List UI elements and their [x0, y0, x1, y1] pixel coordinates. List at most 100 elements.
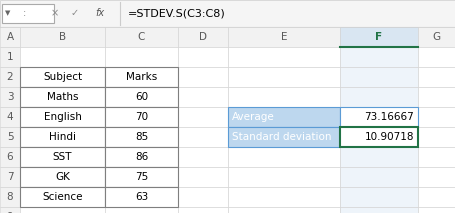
Text: Maths: Maths [47, 92, 78, 102]
Bar [105, 47, 178, 67]
Bar [340, 127, 418, 147]
Bar [105, 127, 178, 147]
Bar [228, 107, 340, 127]
Bar [178, 27, 228, 47]
Text: 5: 5 [7, 132, 13, 142]
Text: B: B [59, 32, 66, 42]
Text: 60: 60 [135, 92, 148, 102]
Bar [20, 187, 105, 207]
Bar [0, 67, 20, 87]
Bar [20, 127, 105, 147]
Text: Average: Average [232, 112, 275, 122]
Bar [0, 127, 20, 147]
Bar [105, 27, 178, 47]
Bar [105, 107, 178, 127]
Bar [105, 187, 178, 207]
Bar [228, 67, 340, 87]
Text: =STDEV.S(C3:C8): =STDEV.S(C3:C8) [128, 8, 226, 18]
Text: 85: 85 [135, 132, 148, 142]
Bar [228, 187, 340, 207]
Bar [418, 207, 455, 213]
Bar [0, 167, 20, 187]
Text: :: : [23, 8, 27, 18]
Text: A: A [6, 32, 14, 42]
Text: Subject: Subject [43, 72, 82, 82]
Bar [228, 47, 340, 67]
Text: 7: 7 [7, 172, 13, 182]
Bar [0, 147, 20, 167]
Bar [228, 147, 340, 167]
Bar [418, 187, 455, 207]
Text: F: F [375, 32, 383, 42]
Bar [105, 207, 178, 213]
Bar [105, 167, 178, 187]
Bar [20, 207, 105, 213]
Text: 86: 86 [135, 152, 148, 162]
Bar [20, 107, 105, 127]
Text: 73.16667: 73.16667 [364, 112, 414, 122]
Bar [105, 107, 178, 127]
Text: Marks: Marks [126, 72, 157, 82]
Bar [340, 127, 418, 147]
Bar [340, 107, 418, 127]
Text: ×: × [51, 8, 59, 18]
Bar [20, 107, 105, 127]
Text: ▼: ▼ [5, 10, 10, 16]
Bar [340, 167, 418, 187]
Bar [340, 47, 418, 67]
Bar [178, 47, 228, 67]
Bar [105, 167, 178, 187]
Bar [340, 107, 418, 127]
Bar [178, 187, 228, 207]
Text: 1: 1 [7, 52, 13, 62]
Text: Science: Science [42, 192, 83, 202]
Bar [20, 127, 105, 147]
Bar [105, 67, 178, 87]
Bar [20, 67, 105, 87]
Bar [228, 107, 340, 127]
Bar [20, 27, 105, 47]
Text: 9: 9 [7, 212, 13, 213]
Bar [0, 27, 20, 47]
Bar [20, 167, 105, 187]
Bar [418, 107, 455, 127]
Bar [0, 87, 20, 107]
Bar [228, 27, 340, 47]
Bar [0, 207, 20, 213]
Bar [20, 147, 105, 167]
Bar [418, 167, 455, 187]
Bar [105, 147, 178, 167]
Bar [178, 127, 228, 147]
Text: 63: 63 [135, 192, 148, 202]
Bar [178, 147, 228, 167]
Text: SST: SST [53, 152, 72, 162]
Bar [20, 47, 105, 67]
Bar [178, 207, 228, 213]
Bar [418, 27, 455, 47]
Text: Hindi: Hindi [49, 132, 76, 142]
Bar [340, 67, 418, 87]
Text: 4: 4 [7, 112, 13, 122]
Bar [178, 67, 228, 87]
Text: G: G [432, 32, 440, 42]
Bar [20, 167, 105, 187]
Bar [105, 127, 178, 147]
Bar [228, 207, 340, 213]
Bar [20, 67, 105, 87]
Bar [2, 4, 54, 23]
Text: Standard deviation: Standard deviation [232, 132, 332, 142]
Bar [418, 147, 455, 167]
Bar [340, 207, 418, 213]
Bar [340, 27, 418, 47]
Bar [178, 107, 228, 127]
Bar [178, 87, 228, 107]
Bar [418, 87, 455, 107]
Text: 3: 3 [7, 92, 13, 102]
Bar [418, 67, 455, 87]
Text: 6: 6 [7, 152, 13, 162]
Text: 70: 70 [135, 112, 148, 122]
Text: C: C [138, 32, 145, 42]
Bar [228, 127, 340, 147]
Bar [0, 107, 20, 127]
Bar [105, 67, 178, 87]
